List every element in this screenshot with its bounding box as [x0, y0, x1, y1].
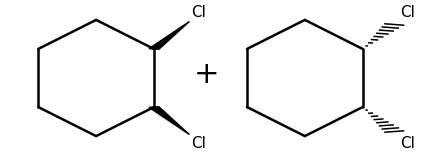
- Polygon shape: [149, 107, 190, 135]
- Polygon shape: [149, 21, 190, 49]
- Text: Cl: Cl: [400, 136, 415, 151]
- Text: Cl: Cl: [192, 5, 207, 20]
- Text: +: +: [194, 60, 219, 89]
- Text: Cl: Cl: [192, 136, 207, 151]
- Text: Cl: Cl: [400, 5, 415, 20]
